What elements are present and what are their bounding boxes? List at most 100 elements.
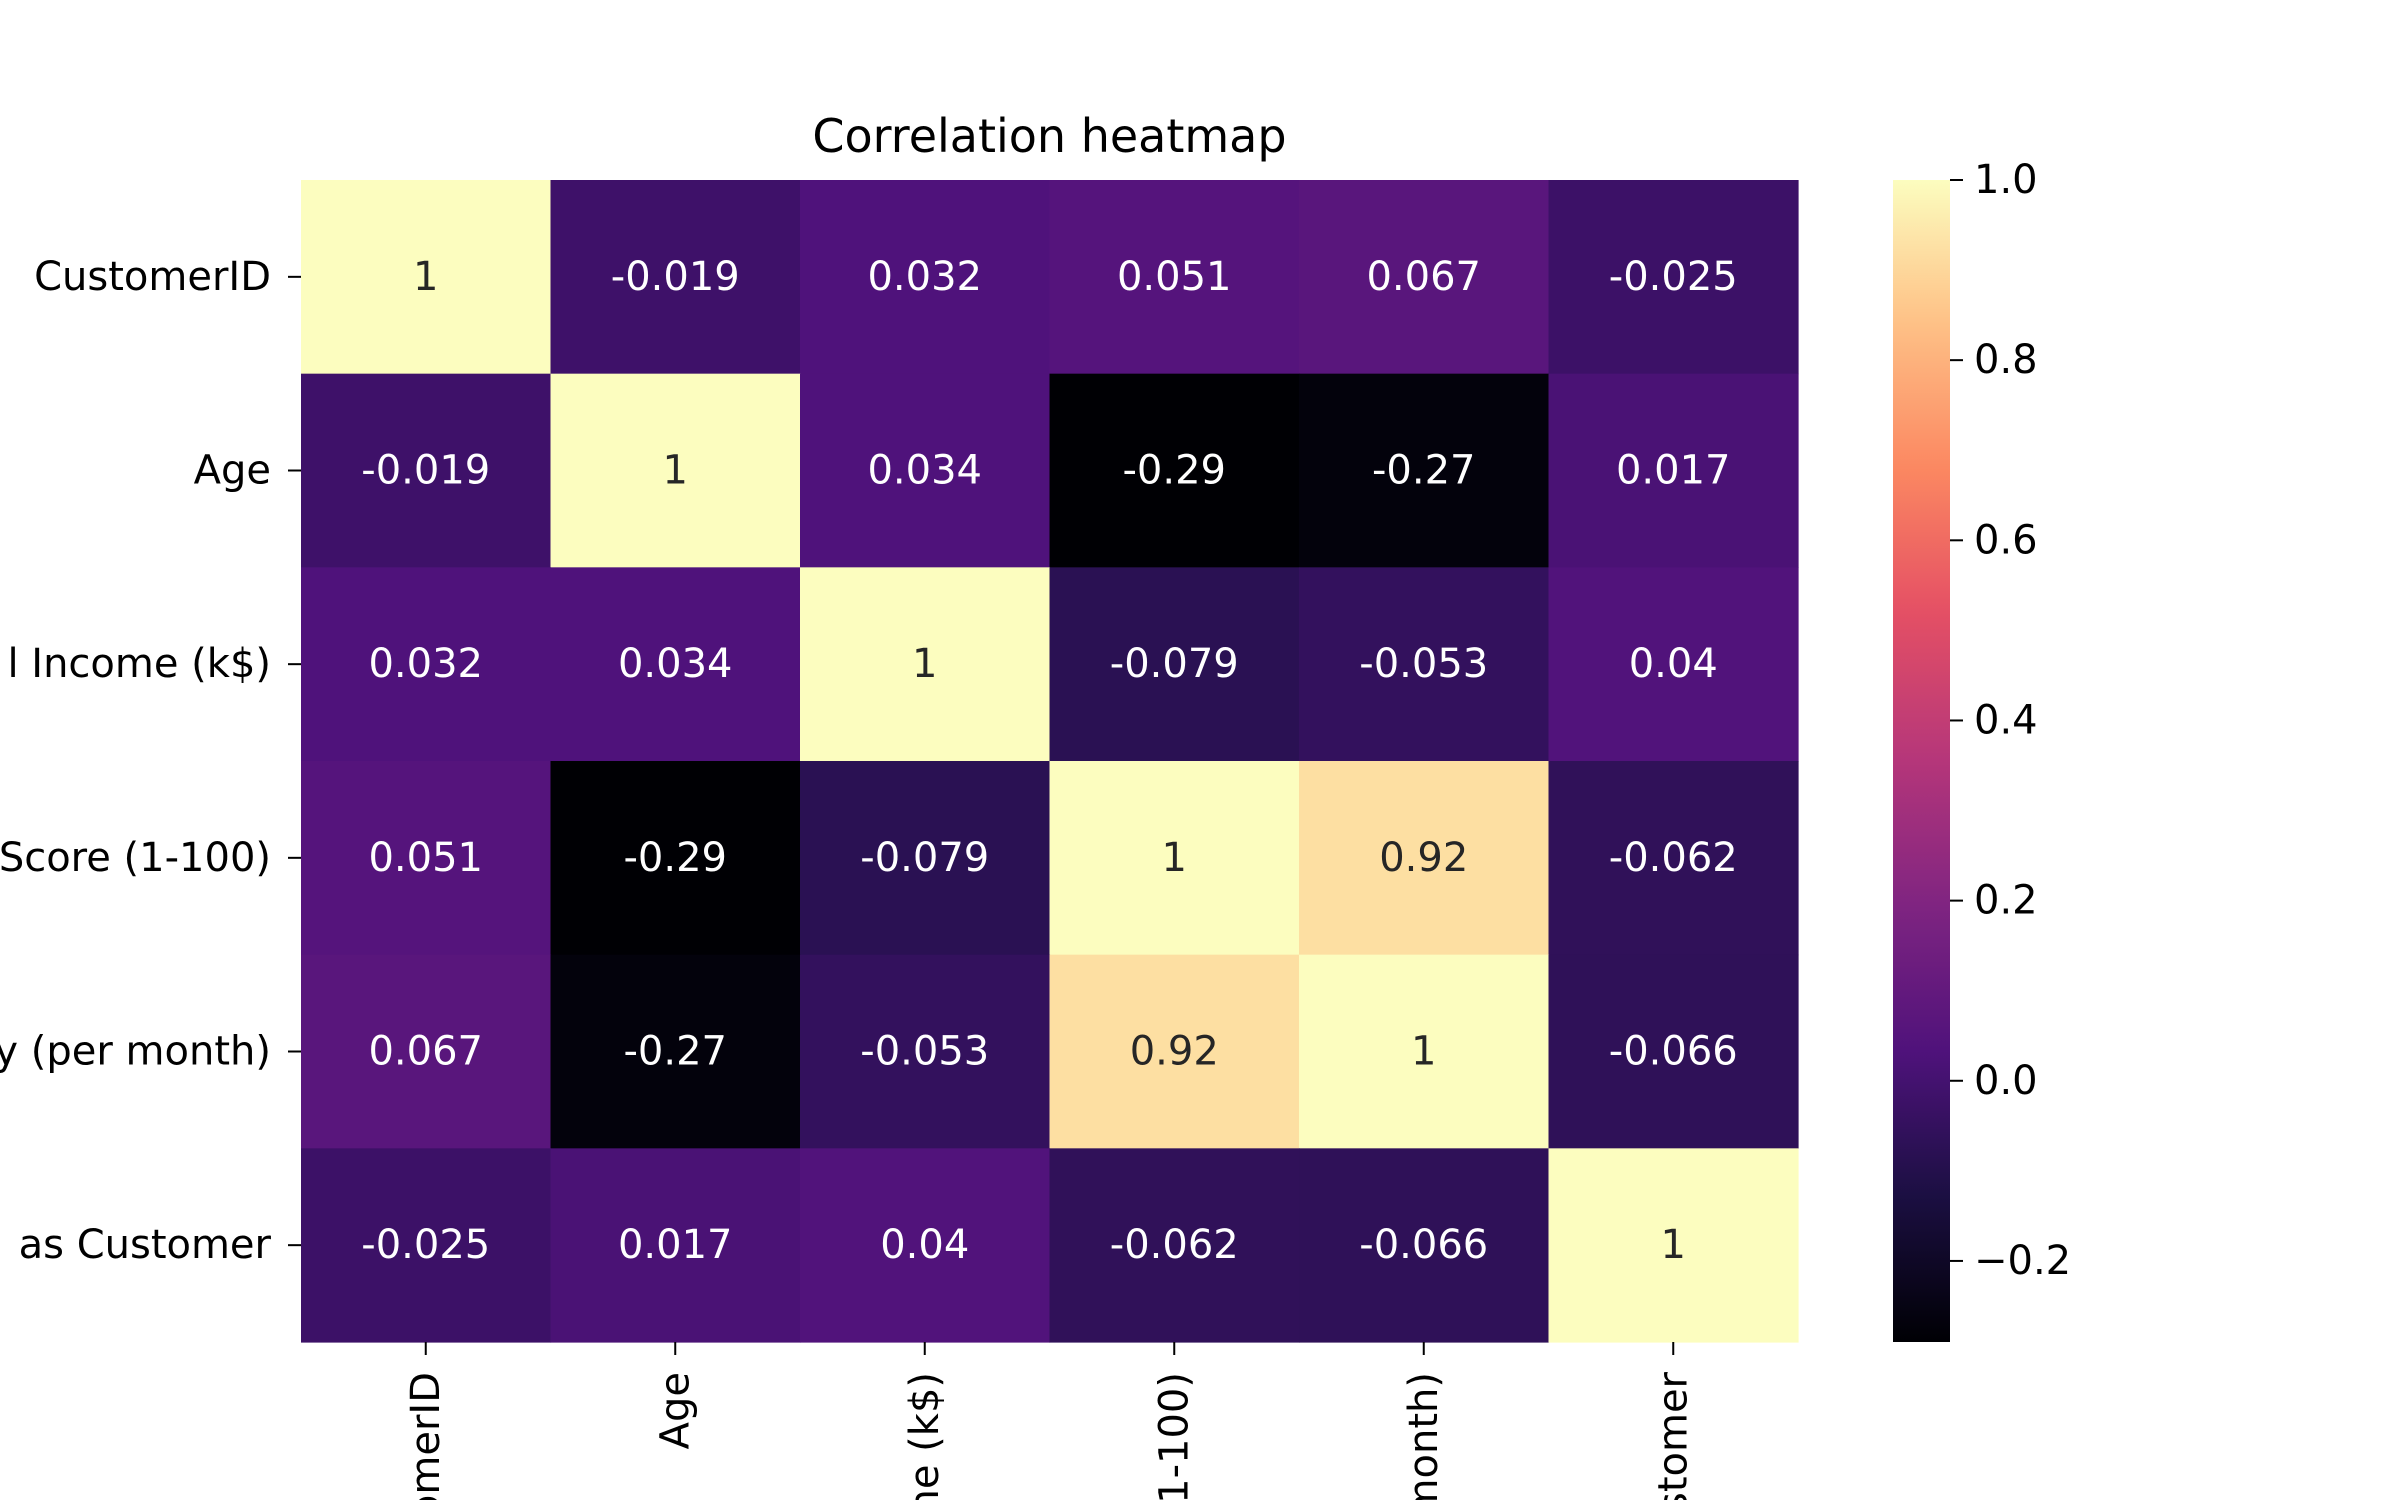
heatmap-cell [550, 180, 801, 375]
cell-value-label: 1 [1661, 1222, 1686, 1268]
heatmap-cell [1299, 567, 1550, 762]
heatmap-cell [1548, 761, 1799, 956]
cell-value-label: -0.062 [1609, 835, 1738, 881]
colorbar-tick-label: 1.0 [1974, 157, 2038, 203]
cell-value-label: 1 [1162, 835, 1187, 881]
heatmap-cell [1049, 567, 1300, 762]
heatmap-value-labels: 1 -0.019 0.032 0.051 0.067 -0.025 -0.019 1 0.034… [361, 254, 1737, 1268]
colorbar-tick-label: 0.0 [1974, 1058, 2038, 1104]
cell-value-label: -0.29 [624, 835, 728, 881]
heatmap-cell [1299, 373, 1550, 568]
heatmap-cell [1548, 567, 1799, 762]
heatmap-cell [1049, 954, 1300, 1149]
cell-value-label: -0.27 [1372, 448, 1476, 494]
heatmap-cell [301, 1148, 552, 1343]
cell-value-label: -0.025 [361, 1222, 490, 1268]
heatmap-cell [1049, 373, 1300, 568]
y-tick-label: as Customer [19, 1222, 272, 1268]
x-axis: omerID Age ne (k$) 1-100) month) stomer [403, 1342, 1696, 1505]
y-tick-label: Age [194, 448, 271, 494]
cell-value-label: 0.04 [1629, 641, 1718, 687]
heatmap-cell [301, 761, 552, 956]
cell-value-label: -0.025 [1609, 254, 1738, 300]
colorbar-tick-label: 0.6 [1974, 517, 2038, 563]
x-tick-label: omerID [403, 1372, 449, 1500]
x-tick-label: 1-100) [1151, 1372, 1197, 1500]
heatmap-cell [800, 567, 1051, 762]
heatmap-cell [1049, 761, 1300, 956]
heatmap-cell [1548, 180, 1799, 375]
cell-value-label: 1 [1411, 1029, 1436, 1075]
heatmap-cell [1299, 954, 1550, 1149]
colorbar-tick-label: 0.2 [1974, 878, 2038, 924]
chart-title: Correlation heatmap [812, 109, 1286, 163]
cell-value-label: -0.062 [1110, 1222, 1239, 1268]
cell-value-label: -0.066 [1609, 1029, 1738, 1075]
cell-value-label: -0.053 [1359, 641, 1488, 687]
cell-value-label: 1 [663, 448, 688, 494]
heatmap-cell [800, 180, 1051, 375]
cell-value-label: -0.066 [1359, 1222, 1488, 1268]
cell-value-label: 0.051 [368, 835, 483, 881]
colorbar-gradient [1893, 180, 1950, 1342]
heatmap-cell [550, 954, 801, 1149]
cell-value-label: 0.051 [1117, 254, 1232, 300]
cell-value-label: -0.079 [1110, 641, 1239, 687]
cell-value-label: 1 [912, 641, 937, 687]
cell-value-label: -0.053 [860, 1029, 989, 1075]
cell-value-label: 0.017 [618, 1222, 733, 1268]
heatmap-cell [550, 1148, 801, 1343]
heatmap-cell [550, 373, 801, 568]
heatmap-cell [301, 954, 552, 1149]
heatmap-cell [301, 180, 552, 375]
cell-value-label: 0.017 [1616, 448, 1731, 494]
heatmap-cell [1299, 761, 1550, 956]
cell-value-label: 0.034 [867, 448, 982, 494]
x-tick-label: stomer [1650, 1371, 1696, 1500]
cell-value-label: 0.034 [618, 641, 733, 687]
cell-value-label: -0.079 [860, 835, 989, 881]
y-tick-label: Score (1-100) [0, 835, 271, 881]
heatmap-cell [800, 761, 1051, 956]
cell-value-label: 0.032 [368, 641, 483, 687]
colorbar-tick-label: 0.4 [1974, 697, 2038, 743]
heatmap-cell [1548, 954, 1799, 1149]
x-tick-label: ne (k$) [902, 1372, 948, 1500]
cell-value-label: 0.92 [1130, 1029, 1219, 1075]
cell-value-label: 0.032 [867, 254, 982, 300]
heatmap-cell [1049, 1148, 1300, 1343]
heatmap-cell [301, 373, 552, 568]
y-axis: CustomerID Age l Income (k$) Score (1-100) y… [0, 254, 301, 1268]
colorbar-tick-label: 0.8 [1974, 337, 2038, 383]
heatmap-cell [800, 954, 1051, 1149]
y-tick-label: y (per month) [0, 1029, 271, 1075]
y-tick-label: CustomerID [34, 254, 271, 300]
cell-value-label: -0.019 [611, 254, 740, 300]
x-tick-label: Age [652, 1372, 698, 1449]
colorbar-tick-label: −0.2 [1974, 1238, 2071, 1284]
heatmap-cell [1548, 1148, 1799, 1343]
cell-value-label: -0.27 [624, 1029, 728, 1075]
heatmap-cell [550, 567, 801, 762]
cell-value-label: 0.04 [880, 1222, 969, 1268]
heatmap-cell [301, 567, 552, 762]
y-tick-label: l Income (k$) [7, 641, 271, 687]
cell-value-label: 0.067 [368, 1029, 483, 1075]
heatmap-cell [1299, 180, 1550, 375]
heatmap-cell [800, 1148, 1051, 1343]
x-tick-label: month) [1401, 1372, 1447, 1500]
heatmap-cell [1049, 180, 1300, 375]
cell-value-label: 0.067 [1366, 254, 1481, 300]
cell-value-label: -0.29 [1123, 448, 1227, 494]
cell-value-label: 0.92 [1379, 835, 1468, 881]
heatmap-cell [550, 761, 801, 956]
cell-value-label: -0.019 [361, 448, 490, 494]
heatmap-cell [800, 373, 1051, 568]
heatmap-cell [1548, 373, 1799, 568]
cell-value-label: 1 [413, 254, 438, 300]
colorbar: 1.0 0.8 0.6 0.4 0.2 0.0 −0.2 [1893, 157, 2071, 1342]
heatmap-cells [301, 180, 1799, 1343]
heatmap-cell [1299, 1148, 1550, 1343]
